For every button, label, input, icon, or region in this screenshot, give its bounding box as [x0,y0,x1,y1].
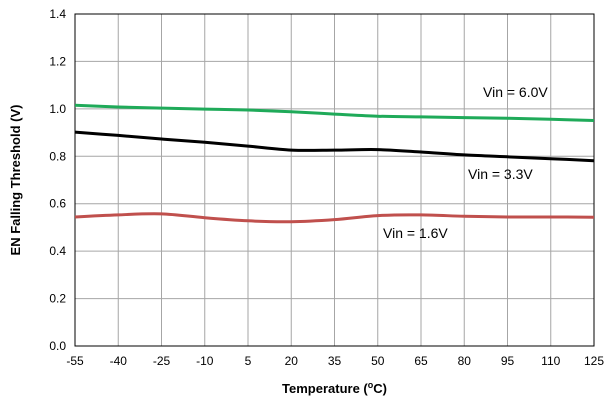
series-line-vin-6v [74,103,595,122]
x-tick-label: -25 [153,354,171,368]
series-labels: Vin = 6.0V Vin = 3.3V Vin = 1.6V [383,84,548,241]
y-axis-ticks: 0.0 0.2 0.4 0.6 0.8 1.0 1.2 1.4 [49,7,66,353]
y-tick-label: 0.0 [49,339,66,353]
y-tick-label: 1.2 [49,54,66,68]
x-tick-label: 125 [584,354,604,368]
y-tick-label: 1.0 [49,102,66,116]
x-axis-ticks: -55 -40 -25 -10 5 20 35 50 65 80 95 110 125 [66,354,604,368]
x-tick-label: -40 [110,354,128,368]
y-axis-title: EN Falling Threshold (V) [8,105,23,256]
x-tick-label: 35 [328,354,342,368]
series-line-vin-1-6v [74,212,595,224]
series-label-vin-6v: Vin = 6.0V [483,84,548,100]
x-axis-title: Temperature (oC) [282,380,387,396]
x-tick-label: 20 [285,354,299,368]
y-tick-label: 0.2 [49,292,66,306]
series-label-vin-3-3v: Vin = 3.3V [468,166,533,182]
x-tick-label: 95 [501,354,515,368]
y-tick-label: 0.4 [49,244,66,258]
y-tick-label: 0.8 [49,149,66,163]
x-tick-label: 110 [541,354,560,368]
y-tick-label: 0.6 [49,197,66,211]
series-line-vin-3-3v [74,130,595,163]
x-tick-label: 65 [414,354,428,368]
x-tick-label: -55 [66,354,84,368]
x-tick-label: 50 [371,354,385,368]
x-tick-label: 80 [458,354,472,368]
x-tick-label: 5 [245,354,252,368]
y-tick-label: 1.4 [49,7,66,21]
chart-series [74,103,595,224]
plot-area-frame [74,13,595,347]
series-label-vin-1-6v: Vin = 1.6V [383,225,448,241]
x-tick-label: -10 [196,354,214,368]
